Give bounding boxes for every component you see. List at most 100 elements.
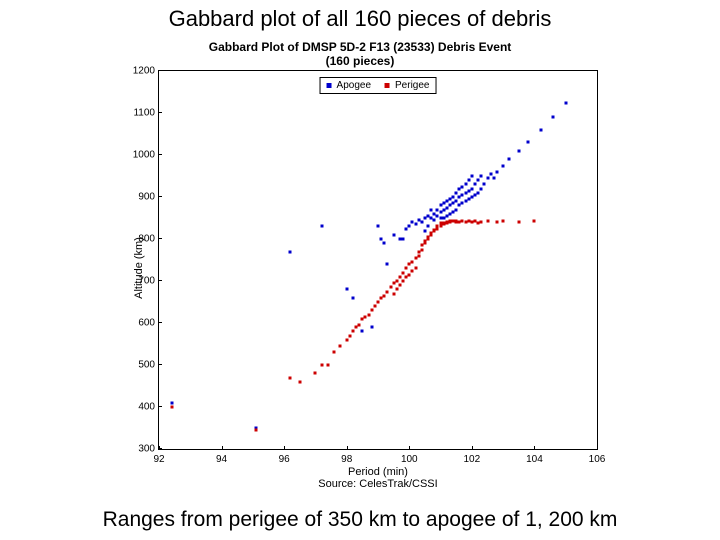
y-tickmark — [158, 280, 162, 281]
y-tick-label: 400 — [129, 402, 155, 413]
data-point — [467, 179, 470, 182]
y-tickmark — [158, 70, 162, 71]
data-point — [373, 305, 376, 308]
data-point — [351, 330, 354, 333]
page-header: Gabbard plot of all 160 pieces of debris — [0, 0, 720, 32]
data-point — [411, 261, 414, 264]
data-point — [348, 334, 351, 337]
data-point — [370, 326, 373, 329]
data-point — [289, 250, 292, 253]
data-point — [398, 284, 401, 287]
data-point — [502, 164, 505, 167]
data-point — [320, 364, 323, 367]
data-point — [452, 196, 455, 199]
plot-area: Apogee Perigee 9294969810010210410630040… — [158, 70, 598, 450]
data-point — [314, 372, 317, 375]
y-tickmark — [158, 448, 162, 449]
data-point — [564, 101, 567, 104]
data-point — [333, 351, 336, 354]
data-point — [254, 429, 257, 432]
data-point — [464, 183, 467, 186]
x-tickmark — [409, 446, 410, 450]
data-point — [377, 225, 380, 228]
data-point — [423, 229, 426, 232]
data-point — [170, 401, 173, 404]
y-axis-label: Altitude (km) — [133, 237, 145, 299]
data-point — [389, 286, 392, 289]
data-point — [383, 294, 386, 297]
data-point — [298, 380, 301, 383]
y-tickmark — [158, 322, 162, 323]
data-point — [517, 221, 520, 224]
gabbard-chart: Gabbard Plot of DMSP 5D-2 F13 (23533) De… — [100, 40, 620, 495]
y-tick-label: 600 — [129, 318, 155, 329]
data-point — [395, 280, 398, 283]
y-tick-label: 300 — [129, 444, 155, 455]
data-point — [398, 275, 401, 278]
data-point — [386, 263, 389, 266]
data-point — [408, 225, 411, 228]
data-point — [492, 177, 495, 180]
data-point — [417, 254, 420, 257]
data-point — [495, 170, 498, 173]
y-tickmark — [158, 364, 162, 365]
data-point — [455, 200, 458, 203]
data-point — [377, 301, 380, 304]
data-point — [502, 219, 505, 222]
data-point — [480, 175, 483, 178]
data-point — [367, 313, 370, 316]
data-point — [414, 267, 417, 270]
y-tick-label: 800 — [129, 234, 155, 245]
data-point — [345, 288, 348, 291]
data-point — [527, 141, 530, 144]
data-point — [386, 290, 389, 293]
y-tick-label: 500 — [129, 360, 155, 371]
data-point — [517, 149, 520, 152]
x-tickmark — [472, 446, 473, 450]
x-tick-label: 96 — [279, 454, 290, 465]
legend-dot-apogee — [327, 83, 332, 88]
data-point — [392, 233, 395, 236]
data-point — [533, 220, 536, 223]
x-tick-label: 94 — [216, 454, 227, 465]
x-tickmark — [534, 446, 535, 450]
x-tick-label: 98 — [341, 454, 352, 465]
y-tickmark — [158, 406, 162, 407]
chart-title-line2: (160 pieces) — [100, 54, 620, 68]
data-point — [508, 158, 511, 161]
data-point — [477, 191, 480, 194]
y-tickmark — [158, 196, 162, 197]
x-tickmark — [222, 446, 223, 450]
data-point — [383, 242, 386, 245]
data-point — [392, 292, 395, 295]
data-point — [405, 267, 408, 270]
y-tick-label: 1100 — [129, 108, 155, 119]
data-point — [358, 324, 361, 327]
data-point — [455, 191, 458, 194]
data-point — [402, 280, 405, 283]
data-point — [370, 309, 373, 312]
chart-source: Source: CelesTrak/CSSI — [158, 478, 598, 490]
data-point — [470, 187, 473, 190]
data-point — [480, 187, 483, 190]
data-point — [480, 221, 483, 224]
data-point — [320, 225, 323, 228]
x-tick-label: 104 — [526, 454, 543, 465]
data-point — [380, 238, 383, 241]
x-tickmark — [597, 446, 598, 450]
data-point — [470, 175, 473, 178]
data-point — [402, 271, 405, 274]
data-point — [427, 225, 430, 228]
x-axis-label: Period (min) — [158, 466, 598, 478]
legend-dot-perigee — [385, 83, 390, 88]
legend-label-perigee: Perigee — [395, 80, 429, 91]
data-point — [430, 208, 433, 211]
y-tickmark — [158, 238, 162, 239]
data-point — [361, 330, 364, 333]
data-point — [473, 183, 476, 186]
legend-label-apogee: Apogee — [337, 80, 371, 91]
data-point — [552, 116, 555, 119]
data-point — [539, 128, 542, 131]
data-point — [170, 406, 173, 409]
x-tickmark — [347, 446, 348, 450]
